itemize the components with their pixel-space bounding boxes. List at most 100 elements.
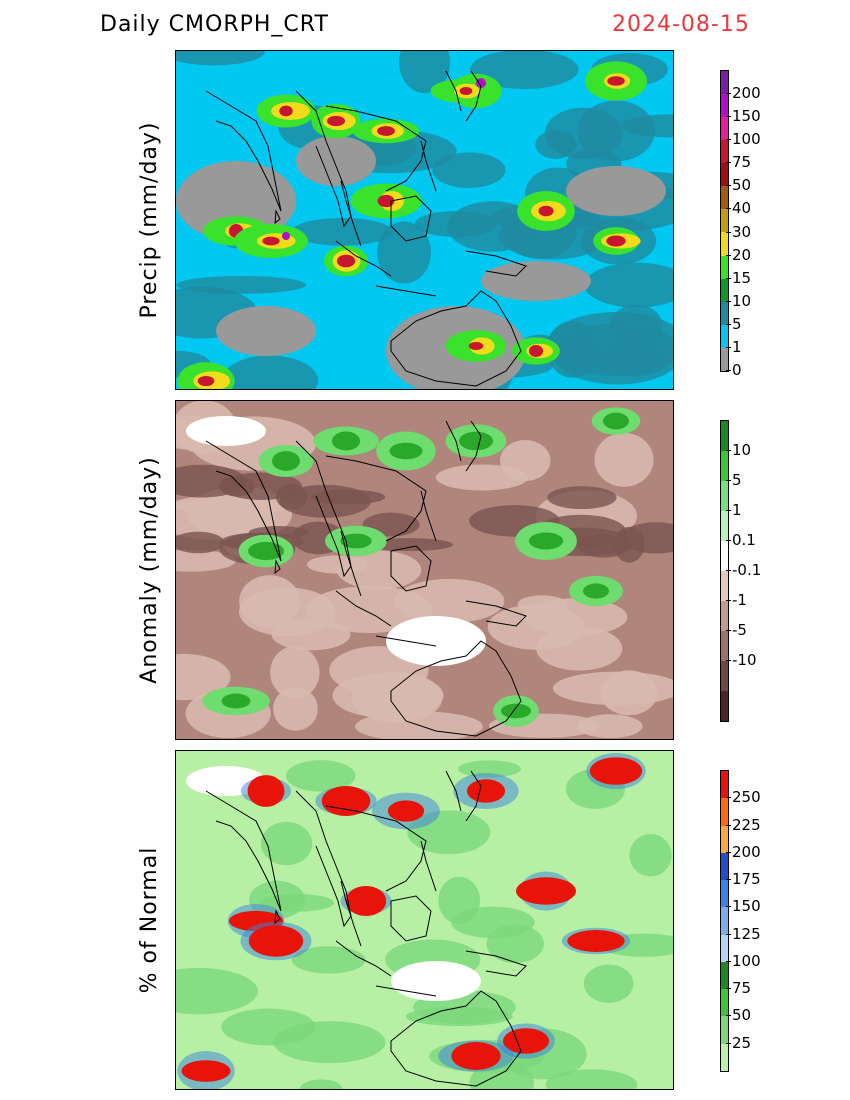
- coastline: [295, 790, 352, 928]
- colorbar-tick-label: -1: [726, 591, 747, 609]
- colorbar-tick-label: 175: [726, 870, 761, 889]
- percent-mid-area: [285, 760, 356, 792]
- anomaly-neutral-area: [386, 616, 486, 666]
- dry-area: [176, 161, 296, 241]
- precip-light-area: [577, 100, 655, 162]
- colorbar-segment: [721, 661, 728, 691]
- coastline: [295, 440, 352, 578]
- coastline: [390, 290, 522, 387]
- coastline: [465, 250, 527, 277]
- colorbar-segment: [721, 140, 728, 164]
- heavy-rain-area: [282, 232, 290, 240]
- colorbar-tick-label: 100: [726, 130, 761, 149]
- precip-light-area: [291, 217, 393, 246]
- colorbar-tick-label: -5: [726, 621, 747, 639]
- anomaly-strong-negative-area: [275, 483, 308, 510]
- percent-colorbar: [720, 770, 729, 1072]
- colorbar-tick-label: 10: [725, 441, 752, 459]
- colorbar-segment: [721, 347, 728, 371]
- coastline: [420, 490, 437, 542]
- rain-area: [377, 126, 395, 136]
- colorbar-tick-label: 100: [726, 951, 761, 970]
- coastline: [465, 950, 527, 977]
- anomaly-strong-negative-area: [176, 531, 225, 554]
- anomaly-negative-area: [238, 587, 336, 637]
- anomaly-positive-area: [528, 532, 564, 550]
- percent-mid-area: [299, 1079, 343, 1089]
- rain-area: [528, 345, 544, 357]
- anomaly-axis-label: Anomaly (mm/day): [137, 456, 162, 684]
- percent-very-high-area: [321, 785, 371, 817]
- colorbar-segment: [721, 989, 728, 1017]
- anomaly-negative-area: [176, 549, 237, 572]
- dry-area: [481, 261, 591, 301]
- colorbar-tick-label: 150: [726, 107, 761, 126]
- rain-area: [468, 341, 484, 351]
- anomaly-positive-area: [331, 431, 361, 451]
- colorbar-tick-label: 30: [725, 222, 752, 241]
- anomaly-negative-area: [270, 646, 320, 699]
- anomaly-negative-area: [176, 654, 231, 701]
- anomaly-positive-area: [500, 703, 532, 719]
- colorbar-segment: [721, 421, 728, 451]
- coastline: [375, 985, 437, 997]
- percent-very-high-area: [387, 800, 425, 822]
- coastline: [325, 805, 427, 892]
- precip-map: [175, 50, 674, 390]
- colorbar-tick-label: 0: [726, 361, 742, 379]
- precip-light-area: [535, 130, 577, 159]
- colorbar-segment: [721, 481, 728, 511]
- percent-mid-area: [405, 1006, 513, 1027]
- colorbar-segment: [721, 601, 728, 631]
- coastline: [274, 909, 281, 925]
- rain-area: [262, 236, 280, 246]
- rain-area: [279, 105, 293, 117]
- coastline: [340, 880, 362, 947]
- coastline: [325, 105, 427, 192]
- coastline: [445, 70, 482, 122]
- percent-very-high-area: [567, 930, 625, 952]
- percent-mid-area: [458, 760, 521, 778]
- anomaly-neutral-area: [186, 416, 266, 446]
- colorbar-segment: [721, 961, 728, 990]
- colorbar-tick-label: 150: [726, 897, 761, 916]
- precip-colorbar: [720, 70, 729, 372]
- anomaly-strong-negative-area: [176, 464, 247, 498]
- coastline: [274, 559, 281, 575]
- coastline: [420, 840, 437, 892]
- colorbar-tick-label: 75: [725, 153, 752, 172]
- colorbar-segment: [721, 934, 728, 962]
- anomaly-positive-area: [582, 583, 610, 599]
- coastline: [340, 530, 362, 597]
- percent-very-high-area: [247, 775, 285, 807]
- colorbar-segment: [721, 163, 728, 187]
- colorbar-segment: [721, 117, 728, 141]
- coastline: [390, 895, 432, 942]
- colorbar-tick-label: -0.1: [725, 561, 762, 579]
- anomaly-negative-area: [306, 586, 434, 633]
- colorbar-tick-label: 20: [725, 245, 752, 264]
- percent-mid-area: [176, 967, 258, 1015]
- colorbar-segment: [721, 278, 728, 302]
- colorbar-tick-label: 250: [726, 788, 761, 807]
- dry-area: [296, 136, 376, 186]
- coastline: [445, 770, 482, 822]
- coastline: [390, 545, 432, 592]
- precip-light-area: [377, 221, 431, 284]
- coastline: [205, 90, 282, 212]
- coastline: [340, 180, 362, 247]
- colorbar-segment: [721, 301, 728, 325]
- rain-area: [326, 115, 346, 127]
- coastline: [295, 90, 352, 228]
- coastline: [325, 455, 427, 542]
- rain-area: [197, 375, 215, 387]
- percent-very-high-area: [516, 877, 576, 905]
- colorbar-tick-label: 200: [726, 84, 761, 103]
- anomaly-positive-area: [272, 451, 300, 471]
- map-date: 2024-08-15: [612, 12, 750, 37]
- colorbar-segment: [721, 209, 728, 233]
- anomaly-negative-area: [536, 626, 623, 671]
- anomaly-strong-negative-area: [364, 538, 454, 552]
- colorbar-tick-label: 1: [726, 337, 742, 356]
- anomaly-positive-area: [340, 533, 372, 549]
